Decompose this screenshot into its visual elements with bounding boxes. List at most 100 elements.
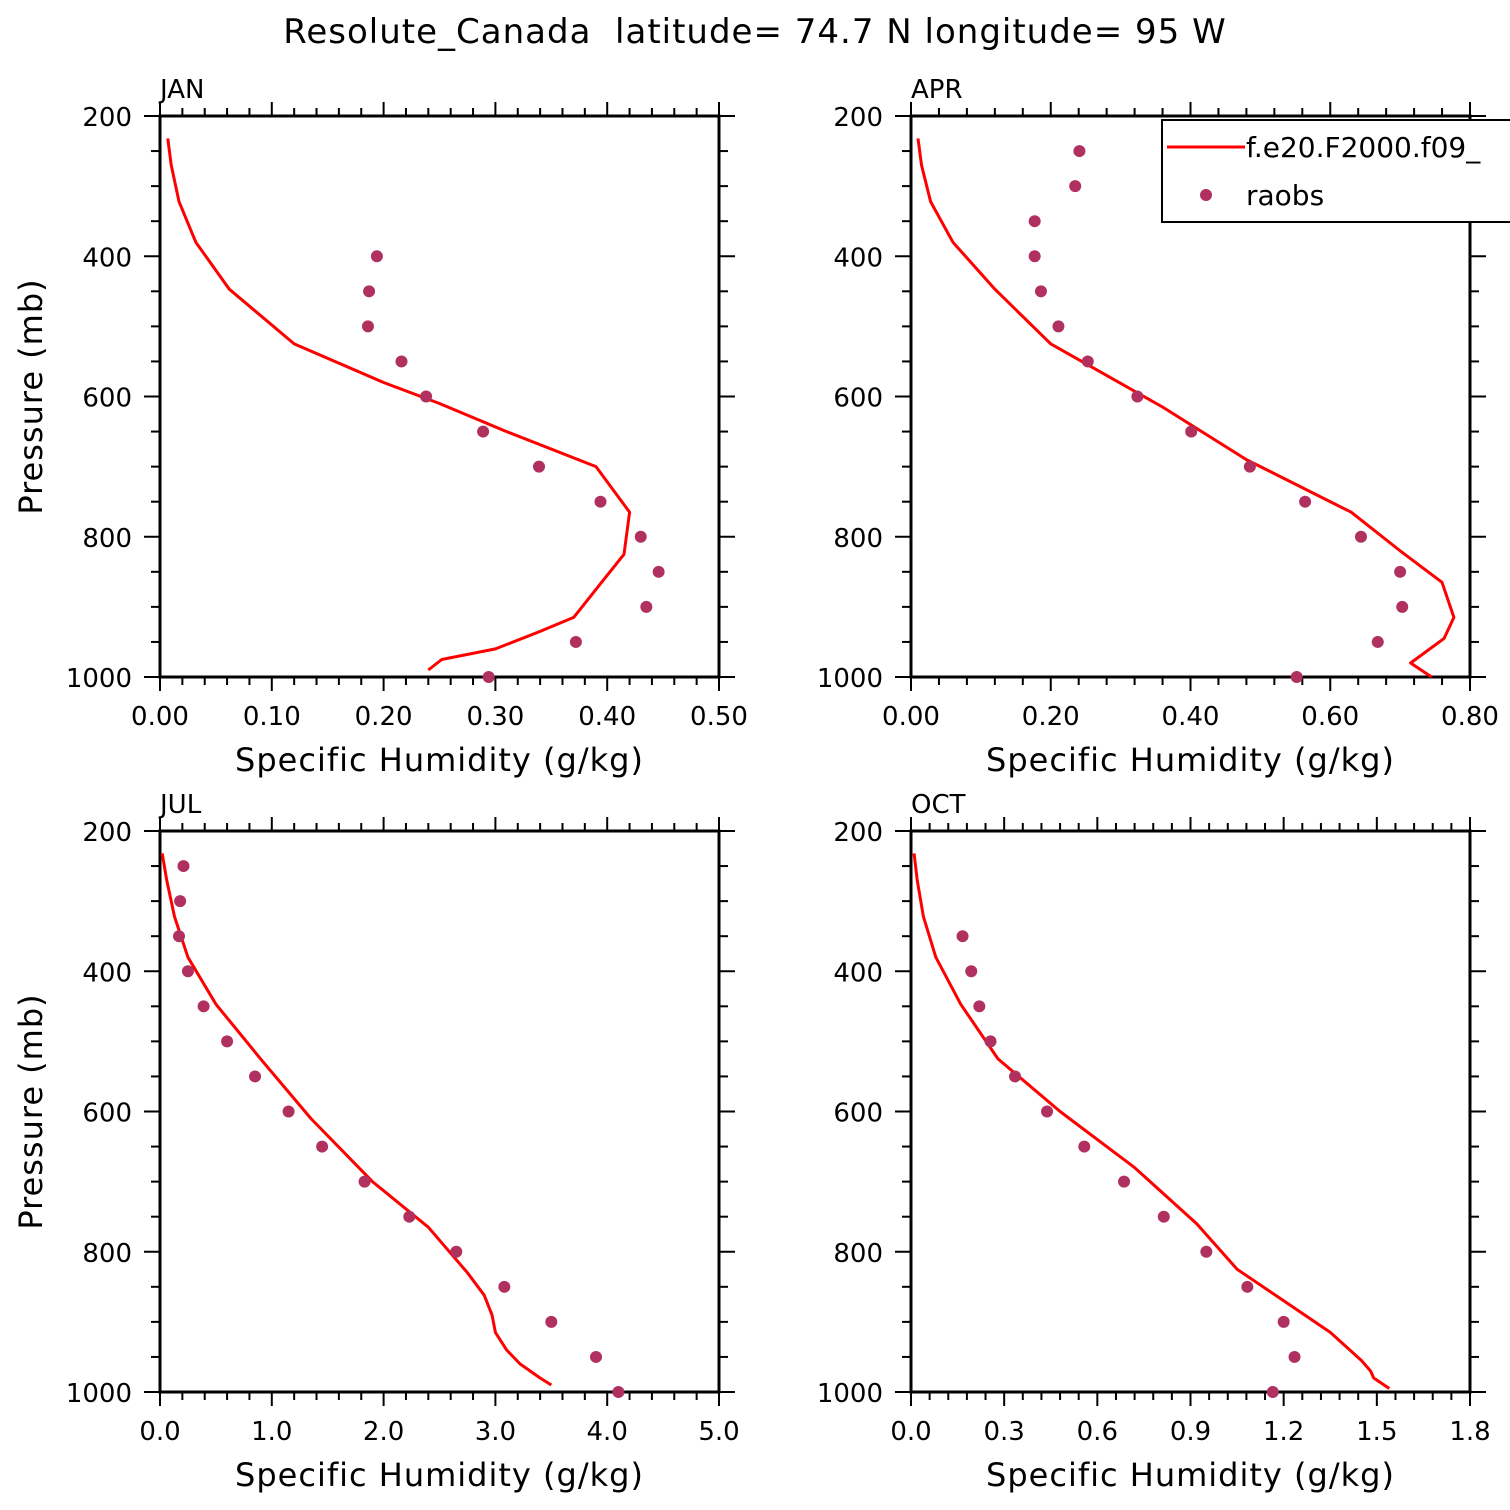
- x-tick-label: 2.0: [363, 1417, 404, 1447]
- x-tick-label: 0.3: [983, 1417, 1024, 1447]
- obs-point: [197, 1000, 210, 1013]
- y-tick-label: 800: [82, 524, 132, 554]
- x-tick-label: 0.6: [1077, 1417, 1118, 1447]
- x-axis-label: Specific Humidity (g/kg): [986, 741, 1395, 779]
- x-axis-label: Specific Humidity (g/kg): [235, 741, 644, 779]
- obs-point: [174, 895, 187, 908]
- obs-point: [1241, 1280, 1254, 1293]
- obs-point: [370, 250, 383, 263]
- x-tick-label: 5.0: [698, 1417, 739, 1447]
- obs-point: [1052, 320, 1065, 333]
- obs-point: [361, 320, 374, 333]
- legend-model-label: f.e20.F2000.f09_: [1246, 131, 1481, 164]
- panel-label: APR: [911, 75, 963, 105]
- obs-point: [450, 1245, 463, 1258]
- obs-point: [569, 635, 582, 648]
- obs-point: [1028, 250, 1041, 263]
- obs-point: [1266, 1386, 1279, 1398]
- panel-label: JAN: [158, 75, 204, 105]
- obs-point: [640, 600, 653, 613]
- y-tick-label: 200: [833, 103, 883, 133]
- legend-obs-label: raobs: [1246, 179, 1324, 212]
- x-tick-label: 0.20: [355, 702, 413, 732]
- obs-point: [1290, 671, 1303, 683]
- x-tick-label: 1.5: [1356, 1417, 1397, 1447]
- y-tick-label: 400: [833, 958, 883, 988]
- obs-point: [249, 1070, 262, 1083]
- x-tick-label: 0.60: [1301, 702, 1359, 732]
- legend-dot-swatch: [1200, 189, 1212, 201]
- y-tick-label: 600: [833, 384, 883, 414]
- y-tick-label: 800: [833, 524, 883, 554]
- x-tick-label: 3.0: [475, 1417, 516, 1447]
- obs-point: [477, 425, 490, 438]
- y-tick-label: 1000: [817, 664, 883, 694]
- x-tick-label: 0.0: [139, 1417, 180, 1447]
- x-tick-label: 0.80: [1441, 702, 1499, 732]
- obs-point: [1243, 460, 1256, 473]
- x-tick-label: 0.40: [578, 702, 636, 732]
- obs-point: [498, 1280, 511, 1293]
- y-tick-label: 400: [833, 243, 883, 273]
- obs-point: [358, 1175, 371, 1188]
- plot-frame: [909, 829, 1472, 1394]
- plot-frame: [158, 114, 721, 679]
- x-tick-label: 0.40: [1162, 702, 1220, 732]
- x-tick-label: 0.0: [890, 1417, 931, 1447]
- obs-point: [984, 1035, 997, 1048]
- y-tick-label: 800: [82, 1239, 132, 1269]
- y-tick-label: 1000: [817, 1379, 883, 1409]
- obs-point: [594, 495, 607, 508]
- y-tick-label: 600: [82, 1099, 132, 1129]
- y-tick-label: 600: [833, 1099, 883, 1129]
- obs-point: [1371, 635, 1384, 648]
- obs-point: [956, 930, 969, 943]
- y-tick-label: 400: [82, 243, 132, 273]
- obs-point: [1200, 1245, 1213, 1258]
- y-tick-label: 200: [833, 818, 883, 848]
- y-tick-label: 1000: [66, 664, 132, 694]
- y-axis-label: Pressure (mb): [12, 993, 50, 1229]
- obs-point: [420, 390, 433, 403]
- obs-point: [1028, 215, 1041, 228]
- obs-point: [181, 965, 194, 978]
- obs-point: [1073, 145, 1086, 158]
- obs-point: [316, 1140, 329, 1153]
- obs-point: [282, 1105, 295, 1118]
- panel-jan: JAN 200 400 600 800 1000 0.00 0.10 0.20 0.30 0.40 0…: [12, 75, 748, 779]
- x-tick-label: 4.0: [587, 1417, 628, 1447]
- obs-point: [1157, 1210, 1170, 1223]
- x-tick-label: 0.00: [131, 702, 189, 732]
- obs-point: [590, 1350, 603, 1363]
- plot-frame: [158, 829, 721, 1394]
- y-tick-label: 1000: [66, 1379, 132, 1409]
- model-line: [160, 853, 553, 1387]
- obs-point: [403, 1210, 416, 1223]
- legend: f.e20.F2000.f09_raobs: [1161, 119, 1510, 223]
- model-line: [912, 853, 1391, 1390]
- x-tick-label: 1.8: [1449, 1417, 1490, 1447]
- obs-point: [1078, 1140, 1091, 1153]
- obs-point: [634, 530, 647, 543]
- x-tick-label: 1.2: [1263, 1417, 1304, 1447]
- obs-point: [221, 1035, 234, 1048]
- panel-apr: APR 200 400 600 800 1000 0.00 0.20 0.40 0.60 0.80 S…: [817, 75, 1499, 779]
- x-tick-label: 0.9: [1170, 1417, 1211, 1447]
- obs-point: [173, 930, 186, 943]
- x-tick-label: 0.00: [882, 702, 940, 732]
- obs-point: [482, 671, 495, 683]
- obs-point: [1394, 565, 1407, 578]
- y-tick-label: 400: [82, 958, 132, 988]
- obs-point: [177, 860, 190, 873]
- x-tick-label: 0.20: [1022, 702, 1080, 732]
- obs-point: [973, 1000, 986, 1013]
- obs-point: [1041, 1105, 1054, 1118]
- obs-point: [1118, 1175, 1131, 1188]
- obs-point: [612, 1386, 625, 1398]
- obs-point: [1081, 355, 1094, 368]
- obs-point: [1354, 530, 1367, 543]
- obs-point: [545, 1315, 558, 1328]
